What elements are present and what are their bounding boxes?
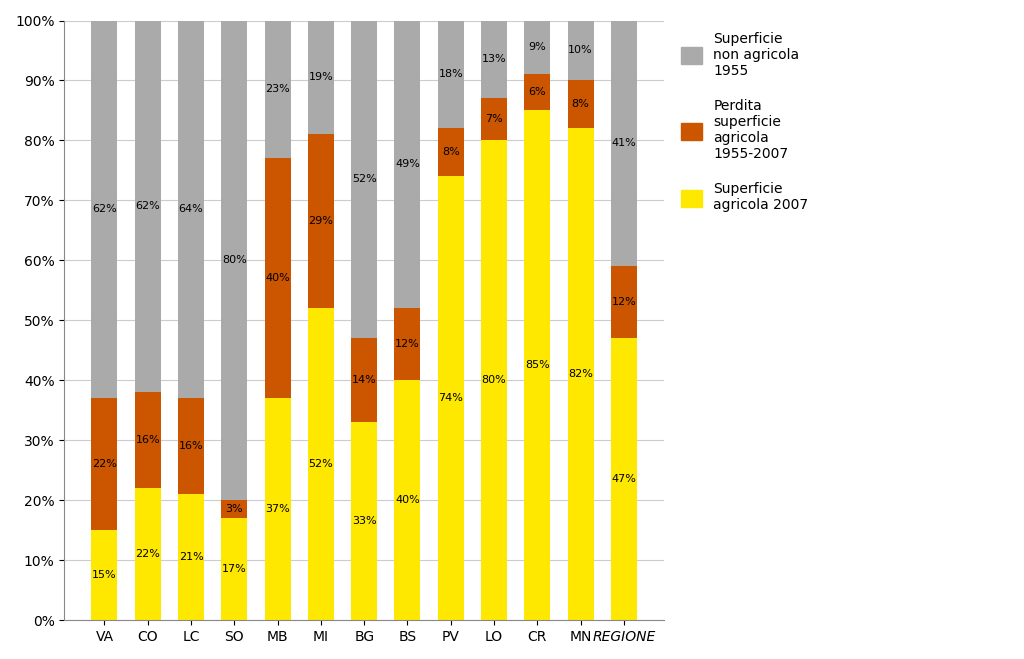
Text: 40%: 40% bbox=[265, 273, 290, 283]
Bar bbox=[351, 422, 377, 620]
Text: 47%: 47% bbox=[611, 474, 636, 484]
Bar bbox=[611, 266, 637, 338]
Text: 49%: 49% bbox=[395, 159, 420, 169]
Bar bbox=[221, 20, 248, 500]
Text: 85%: 85% bbox=[525, 360, 550, 370]
Text: 21%: 21% bbox=[178, 552, 204, 562]
Bar bbox=[611, 20, 637, 266]
Text: 74%: 74% bbox=[438, 393, 463, 403]
Text: 16%: 16% bbox=[135, 436, 160, 445]
Bar bbox=[481, 98, 507, 140]
Bar bbox=[308, 20, 334, 134]
Bar bbox=[178, 20, 204, 398]
Bar bbox=[91, 530, 118, 620]
Text: 12%: 12% bbox=[395, 339, 420, 349]
Text: 62%: 62% bbox=[92, 204, 117, 214]
Bar bbox=[178, 494, 204, 620]
Text: 19%: 19% bbox=[308, 72, 333, 82]
Bar bbox=[351, 20, 377, 338]
Bar bbox=[438, 129, 464, 177]
Text: 37%: 37% bbox=[265, 504, 290, 514]
Text: 17%: 17% bbox=[222, 564, 247, 574]
Text: 12%: 12% bbox=[611, 297, 636, 307]
Bar bbox=[438, 177, 464, 620]
Bar bbox=[351, 338, 377, 422]
Text: 16%: 16% bbox=[179, 442, 204, 451]
Bar bbox=[394, 20, 421, 308]
Bar bbox=[481, 140, 507, 620]
Text: 18%: 18% bbox=[438, 69, 463, 80]
Bar bbox=[178, 398, 204, 494]
Bar bbox=[394, 308, 421, 380]
Text: 9%: 9% bbox=[528, 42, 546, 53]
Text: 80%: 80% bbox=[222, 256, 247, 266]
Bar bbox=[438, 20, 464, 129]
Bar bbox=[135, 392, 161, 488]
Text: 52%: 52% bbox=[308, 459, 333, 469]
Text: 14%: 14% bbox=[352, 376, 377, 386]
Text: 23%: 23% bbox=[265, 84, 290, 94]
Text: 41%: 41% bbox=[611, 138, 636, 148]
Bar bbox=[567, 129, 594, 620]
Bar bbox=[524, 111, 550, 620]
Bar bbox=[524, 20, 550, 74]
Text: 13%: 13% bbox=[481, 55, 506, 65]
Bar bbox=[264, 398, 291, 620]
Text: 10%: 10% bbox=[568, 45, 593, 55]
Text: 8%: 8% bbox=[571, 100, 590, 109]
Bar bbox=[135, 20, 161, 392]
Bar bbox=[394, 380, 421, 620]
Bar bbox=[221, 519, 248, 620]
Text: 3%: 3% bbox=[225, 504, 243, 514]
Text: 82%: 82% bbox=[568, 369, 593, 380]
Bar bbox=[91, 398, 118, 530]
Bar bbox=[567, 20, 594, 80]
Text: 8%: 8% bbox=[442, 148, 460, 158]
Text: 33%: 33% bbox=[352, 516, 377, 527]
Legend: Superficie
non agricola
1955, Perdita
superficie
agricola
1955-2007, Superficie
: Superficie non agricola 1955, Perdita su… bbox=[677, 28, 812, 217]
Bar bbox=[567, 80, 594, 129]
Bar bbox=[264, 158, 291, 398]
Text: 52%: 52% bbox=[352, 175, 377, 185]
Bar bbox=[308, 134, 334, 308]
Text: 6%: 6% bbox=[528, 88, 546, 98]
Bar bbox=[481, 20, 507, 98]
Bar bbox=[308, 308, 334, 620]
Bar bbox=[221, 500, 248, 519]
Text: 7%: 7% bbox=[485, 115, 503, 125]
Bar bbox=[611, 338, 637, 620]
Text: 29%: 29% bbox=[308, 216, 334, 227]
Text: 22%: 22% bbox=[92, 459, 117, 469]
Bar bbox=[524, 74, 550, 111]
Bar bbox=[91, 20, 118, 398]
Text: 64%: 64% bbox=[178, 204, 204, 214]
Text: 40%: 40% bbox=[395, 496, 420, 505]
Bar bbox=[135, 488, 161, 620]
Text: 62%: 62% bbox=[135, 202, 160, 212]
Bar bbox=[264, 20, 291, 158]
Text: 15%: 15% bbox=[92, 570, 117, 581]
Text: 22%: 22% bbox=[135, 550, 160, 559]
Text: 80%: 80% bbox=[481, 376, 507, 386]
